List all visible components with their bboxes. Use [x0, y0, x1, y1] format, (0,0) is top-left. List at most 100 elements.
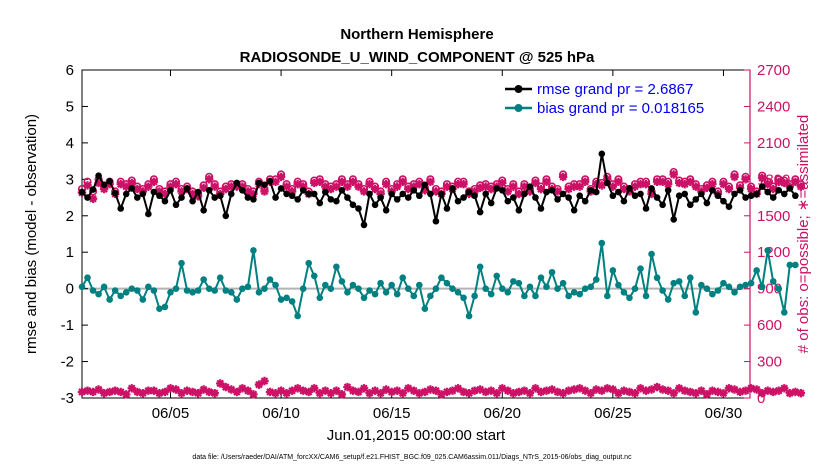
- obs-assimilated-marker: [520, 182, 529, 191]
- rmse-point: [786, 185, 794, 192]
- obs-count-marker: [675, 384, 684, 393]
- rmse-point: [548, 186, 556, 194]
- bias-point: [703, 285, 711, 292]
- rmse-point: [377, 194, 384, 201]
- obs-assimilated-marker: [365, 179, 374, 189]
- obs-assimilated-marker: [94, 178, 103, 188]
- obs-assimilated-marker: [321, 182, 330, 191]
- obs-assimilated-marker: [442, 182, 452, 191]
- rmse-point: [626, 185, 633, 192]
- rmse-point: [89, 186, 97, 193]
- bias-point: [117, 292, 125, 300]
- bias-point: [460, 294, 467, 302]
- rmse-point: [725, 203, 733, 210]
- obs-assimilated-marker: [116, 179, 125, 189]
- bias-point: [371, 290, 379, 298]
- bias-point: [587, 283, 595, 291]
- rmse-point: [371, 201, 379, 209]
- obs-assimilated-marker: [636, 179, 645, 189]
- plot-area: [81, 69, 751, 399]
- obs-count-marker: [83, 386, 92, 395]
- rmse-point: [399, 190, 407, 198]
- bias-point: [427, 292, 434, 300]
- rmse-point: [156, 192, 163, 200]
- obs-assimilated-marker: [88, 194, 98, 203]
- rmse-point: [344, 194, 351, 201]
- obs-count-marker: [619, 386, 629, 395]
- rmse-point: [133, 194, 141, 201]
- rmse-point: [769, 194, 777, 201]
- bias-point: [537, 274, 545, 282]
- bias-point: [133, 287, 141, 294]
- rmse-point: [587, 186, 595, 194]
- bias-point: [698, 281, 705, 289]
- bias-point: [438, 274, 445, 282]
- bias-point: [753, 267, 760, 274]
- rmse-point: [355, 205, 362, 212]
- obs-assimilated-marker: [298, 182, 308, 191]
- rmse-point: [576, 192, 583, 200]
- rmse-point: [686, 201, 694, 209]
- obs-assimilated-marker: [597, 181, 607, 190]
- rmse-point: [338, 186, 346, 194]
- rmse-point: [465, 188, 473, 196]
- rmse-point: [427, 190, 434, 198]
- y-tick-label: 1: [66, 244, 74, 261]
- obs-assimilated-marker: [409, 182, 418, 191]
- rmse-point: [471, 192, 478, 200]
- obs-assimilated-marker: [536, 184, 546, 194]
- rmse-point: [703, 199, 711, 207]
- obs-count-marker: [188, 387, 197, 397]
- obs-count-marker: [752, 385, 761, 394]
- bias-point: [360, 294, 368, 302]
- rmse-point: [559, 190, 567, 198]
- rmse-point: [604, 179, 611, 187]
- y-tick-label: 0: [66, 281, 74, 298]
- obs-assimilated-marker: [708, 179, 717, 189]
- obs-count-marker: [652, 382, 662, 392]
- obs-count-marker: [680, 386, 689, 395]
- bias-point: [255, 289, 263, 296]
- obs-assimilated-marker: [691, 182, 701, 191]
- bias-point: [775, 285, 783, 292]
- bias-point: [316, 294, 324, 302]
- obs-count-marker: [636, 384, 645, 393]
- rmse-point: [681, 190, 689, 198]
- obs-assimilated-marker: [680, 179, 689, 189]
- obs-assimilated-marker: [326, 184, 336, 194]
- bias-point: [322, 281, 329, 289]
- bias-point: [222, 287, 230, 294]
- bias-point: [532, 292, 539, 300]
- rmse-point: [139, 190, 147, 198]
- rmse-point: [310, 190, 318, 198]
- obs-count-marker: [166, 384, 175, 393]
- rmse-point: [432, 217, 440, 225]
- rmse-point: [327, 196, 335, 203]
- obs-assimilated-marker: [553, 187, 562, 196]
- obs-assimilated-marker: [160, 189, 170, 199]
- rmse-point: [498, 186, 506, 194]
- rmse-point: [698, 190, 705, 198]
- bias-point: [416, 281, 423, 289]
- bias-point: [769, 278, 777, 285]
- rmse-point: [205, 186, 213, 194]
- rmse-point: [200, 207, 207, 214]
- legend: rmse grand pr = 2.6867 bias grand pr = 0…: [503, 79, 743, 119]
- obs-count-marker: [453, 384, 463, 393]
- bias-point: [78, 283, 86, 291]
- obs-assimilated-marker: [83, 181, 92, 190]
- bias-point: [167, 289, 174, 296]
- rmse-point: [510, 194, 517, 201]
- obs-count-marker: [746, 384, 756, 393]
- obs-count-marker: [182, 386, 192, 395]
- obs-assimilated-marker: [122, 182, 131, 191]
- bias-point: [178, 259, 185, 267]
- obs-count-marker: [343, 382, 352, 392]
- left-axis: -3 -2 -1 0 1 2 3 4 5 6: [61, 62, 88, 407]
- obs-count-marker: [531, 384, 540, 393]
- rmse-point: [736, 186, 744, 194]
- obs-assimilated-marker: [531, 178, 540, 188]
- obs-assimilated-marker: [431, 187, 441, 196]
- rmse-point: [780, 190, 788, 198]
